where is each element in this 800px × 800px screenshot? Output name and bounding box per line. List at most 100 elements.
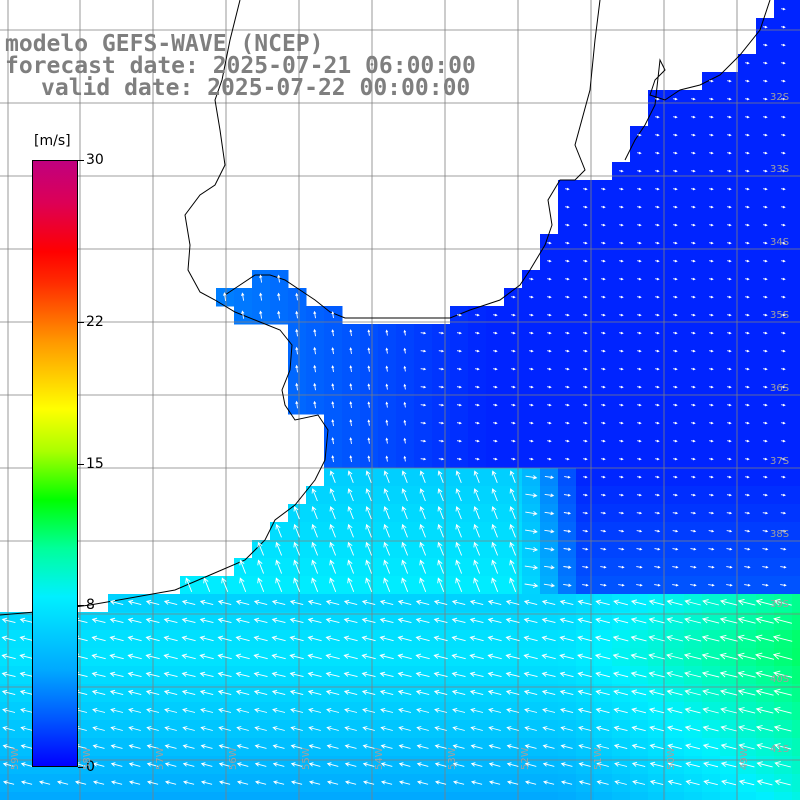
wind-arrow xyxy=(631,689,647,696)
wind-arrow xyxy=(92,762,105,767)
wind-arrow xyxy=(452,707,466,713)
wind-arrow xyxy=(745,421,750,425)
wind-arrow xyxy=(673,241,678,245)
wind-arrow xyxy=(293,577,301,592)
wind-arrow xyxy=(307,599,322,606)
wind-arrow xyxy=(524,762,537,767)
wind-arrow xyxy=(630,653,647,660)
wind-arrow xyxy=(295,310,299,319)
wind-arrow xyxy=(473,488,480,502)
wind-arrow xyxy=(781,349,786,353)
wind-arrow xyxy=(648,707,665,714)
wind-arrow xyxy=(275,541,283,556)
wind-arrow xyxy=(272,780,285,785)
wind-arrow xyxy=(709,331,714,335)
wind-arrow xyxy=(578,725,592,731)
wind-arrow xyxy=(619,295,624,299)
wind-arrow xyxy=(308,707,322,713)
wind-arrow xyxy=(182,744,195,749)
wind-arrow xyxy=(290,762,303,767)
wind-arrow xyxy=(619,349,624,353)
wind-arrow xyxy=(19,653,34,660)
wind-arrow xyxy=(701,671,720,678)
wind-speed-cell xyxy=(792,180,800,199)
wind-arrow xyxy=(523,689,538,696)
wind-arrow xyxy=(241,292,245,301)
wind-arrow xyxy=(127,671,142,678)
wind-arrow xyxy=(434,707,448,713)
wind-arrow xyxy=(452,726,465,731)
wind-arrow xyxy=(702,689,720,696)
wind-speed-cell xyxy=(792,504,800,523)
wind-arrow xyxy=(619,169,624,173)
wind-arrow xyxy=(127,653,142,660)
wind-arrow xyxy=(673,421,678,425)
wind-arrow xyxy=(745,187,750,191)
wind-arrow xyxy=(128,707,142,713)
wind-arrow xyxy=(703,761,719,768)
wind-arrow xyxy=(505,635,520,642)
wind-arrow xyxy=(241,310,245,319)
wind-speed-cell xyxy=(792,108,800,127)
wind-arrow xyxy=(655,223,660,227)
wind-arrow xyxy=(727,367,732,371)
wind-arrow xyxy=(329,488,336,502)
wind-arrow xyxy=(349,419,353,426)
wind-arrow xyxy=(755,688,774,696)
wind-arrow xyxy=(563,529,572,533)
wind-arrow xyxy=(631,743,646,750)
wind-arrow xyxy=(254,762,267,767)
wind-arrow xyxy=(343,653,358,660)
wind-arrow xyxy=(745,367,750,371)
wind-arrow xyxy=(385,365,389,372)
wind-arrow xyxy=(277,292,281,301)
wind-arrow xyxy=(583,421,588,425)
wind-speed-cell xyxy=(180,792,199,800)
wind-speed-cell xyxy=(36,792,55,800)
wind-speed-cell xyxy=(792,486,800,505)
wind-arrow xyxy=(420,457,427,461)
wind-arrow xyxy=(720,707,738,714)
wind-arrow xyxy=(529,439,534,443)
wind-arrow xyxy=(595,599,610,606)
wind-arrow xyxy=(92,726,105,731)
wind-arrow xyxy=(146,762,159,767)
wind-speed-cell xyxy=(108,792,127,800)
wind-arrow xyxy=(343,635,358,642)
wind-arrow xyxy=(781,295,786,299)
wind-arrow xyxy=(361,617,376,624)
wind-arrow xyxy=(311,523,318,538)
wind-arrow xyxy=(509,470,516,483)
wind-speed-cell xyxy=(576,792,595,800)
wind-arrow xyxy=(289,671,304,678)
colorbar-tick-mark xyxy=(78,321,84,323)
wind-arrow xyxy=(637,385,642,389)
wind-arrow xyxy=(127,635,142,642)
wind-arrow xyxy=(708,565,715,569)
wind-arrow xyxy=(636,493,642,497)
wind-arrow xyxy=(361,599,376,606)
wind-arrow xyxy=(433,689,448,696)
wind-arrow xyxy=(547,241,552,245)
wind-arrow xyxy=(2,780,15,785)
wind-arrow xyxy=(433,599,448,606)
wind-arrow xyxy=(582,529,589,533)
wind-arrow xyxy=(543,583,556,588)
wind-arrow xyxy=(200,780,213,785)
wind-speed-cell xyxy=(792,666,800,685)
wind-arrow xyxy=(544,511,555,516)
wind-arrow xyxy=(636,583,643,587)
wind-arrow xyxy=(308,762,321,767)
wind-arrow xyxy=(236,726,249,731)
wind-arrow xyxy=(475,349,480,353)
wind-arrow xyxy=(781,475,786,479)
wind-speed-cell xyxy=(792,162,800,181)
wind-arrow xyxy=(200,762,213,767)
wind-arrow xyxy=(685,761,700,768)
wind-arrow xyxy=(690,493,696,497)
wind-arrow xyxy=(691,421,696,425)
wind-speed-cell xyxy=(360,792,379,800)
wind-arrow xyxy=(290,780,303,785)
wind-arrow xyxy=(367,455,371,462)
wind-arrow xyxy=(401,559,409,574)
